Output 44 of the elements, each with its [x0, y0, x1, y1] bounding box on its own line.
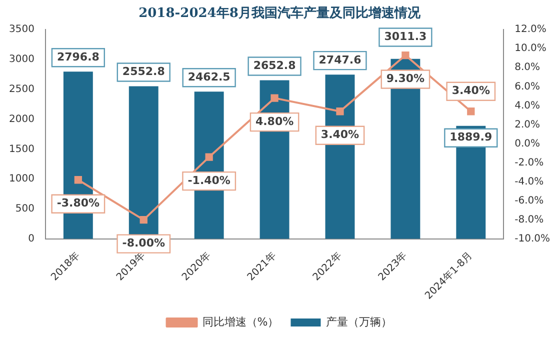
- data-label: 4.80%: [255, 114, 294, 128]
- y-tick-label: 2500: [8, 84, 34, 95]
- point: [74, 176, 82, 184]
- y2-tick-label: 6.0%: [514, 81, 540, 92]
- y2-tick-label: -6.0%: [514, 195, 544, 206]
- point: [205, 153, 213, 161]
- point: [270, 94, 278, 102]
- y-tick-label: 3000: [8, 54, 34, 66]
- y-tick-label: 1000: [8, 174, 34, 185]
- data-label: 2796.8: [56, 50, 100, 64]
- data-label: 3.40%: [320, 128, 360, 142]
- data-label: 2747.6: [318, 53, 362, 66]
- y-tick-label: 500: [15, 204, 34, 215]
- y2-tick-label: 4.0%: [514, 100, 540, 112]
- data-label: 3011.3: [384, 30, 427, 44]
- y-tick-label: 1500: [8, 144, 34, 155]
- data-label: 1889.9: [450, 130, 492, 144]
- data-label: 2552.8: [122, 65, 165, 78]
- data-label: -3.80%: [56, 196, 100, 210]
- y2-tick-label: 0.0%: [514, 138, 540, 150]
- y2-tick-label: 2.0%: [514, 119, 540, 130]
- y2-tick-label: 8.0%: [514, 62, 540, 74]
- legend-label: 产量（万辆）: [326, 315, 392, 328]
- point: [140, 216, 148, 224]
- y2-tick-label: -8.0%: [514, 214, 544, 226]
- legend-label: 同比增速（%）: [202, 315, 279, 328]
- point: [402, 51, 410, 60]
- point: [336, 108, 344, 116]
- y-tick-label: 0: [28, 233, 34, 244]
- data-label: -8.00%: [122, 236, 165, 250]
- data-label: 3.40%: [452, 84, 490, 98]
- data-label: 9.30%: [386, 72, 425, 86]
- y-tick-label: 2000: [8, 114, 34, 125]
- y-tick-label: 3500: [8, 24, 34, 36]
- y2-tick-label: 12.0%: [514, 24, 546, 36]
- data-label: -1.40%: [188, 174, 230, 187]
- y2-tick-label: 10.0%: [514, 43, 546, 54]
- chart-title: 2018-2024年8月我国汽车产量及同比增速情况: [138, 5, 422, 22]
- data-label: 2462.5: [188, 70, 230, 84]
- point: [467, 108, 475, 116]
- y2-tick-label: -10.0%: [514, 233, 550, 244]
- y2-tick-label: -2.0%: [514, 157, 544, 168]
- data-label: 2652.8: [253, 59, 296, 72]
- y2-tick-label: -4.0%: [514, 176, 544, 188]
